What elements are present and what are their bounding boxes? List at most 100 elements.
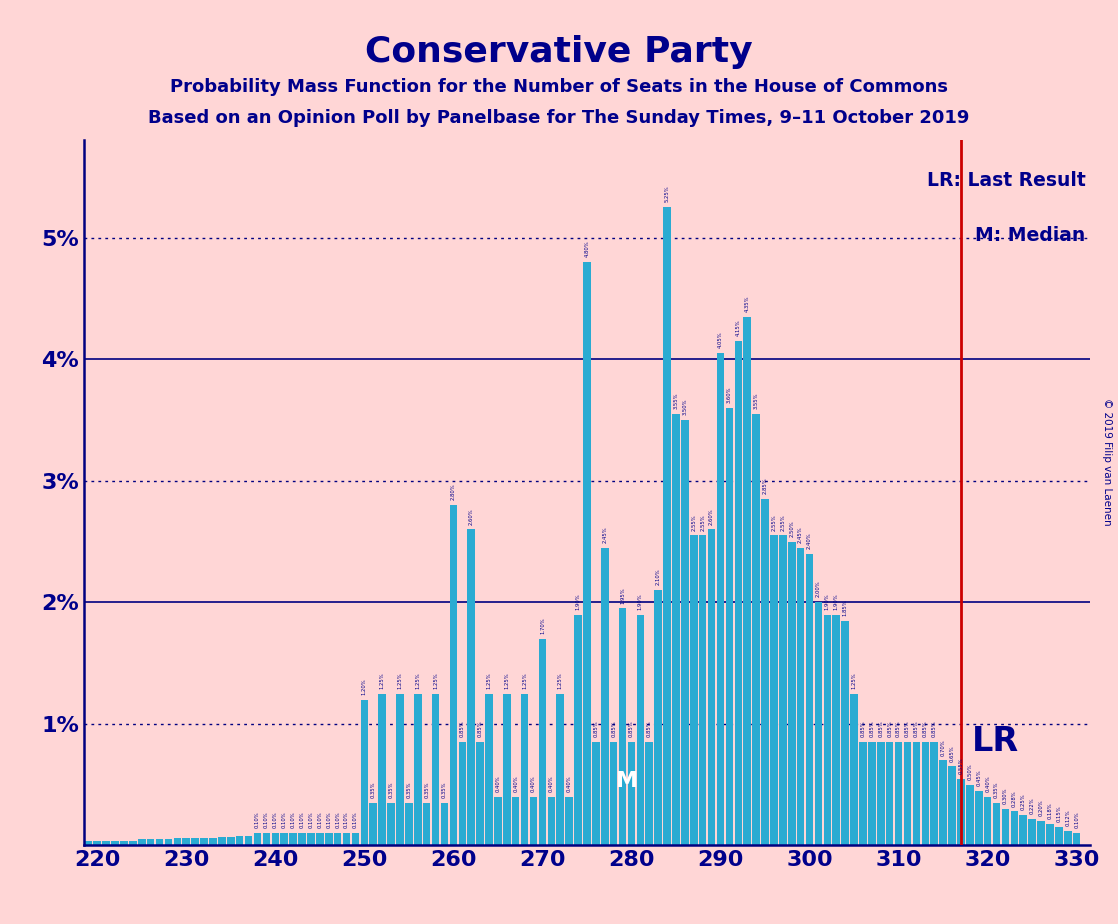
Text: 0.10%: 0.10% — [255, 812, 260, 829]
Bar — [432, 694, 439, 845]
Bar — [610, 742, 617, 845]
Text: M: Median: M: Median — [975, 225, 1086, 245]
Text: 2.55%: 2.55% — [771, 514, 776, 530]
Text: 0.85%: 0.85% — [870, 721, 874, 737]
Bar — [281, 833, 288, 845]
Bar — [797, 548, 805, 845]
Text: 5.25%: 5.25% — [664, 186, 670, 202]
Bar — [396, 694, 404, 845]
Bar — [1011, 811, 1018, 845]
Bar — [557, 694, 563, 845]
Bar — [449, 505, 457, 845]
Text: 0.10%: 0.10% — [273, 812, 277, 829]
Text: 0.45%: 0.45% — [976, 770, 982, 786]
Bar — [975, 791, 983, 845]
Text: 2.55%: 2.55% — [780, 514, 785, 530]
Text: 1.25%: 1.25% — [433, 672, 438, 688]
Bar — [815, 602, 822, 845]
Bar — [111, 841, 119, 845]
Bar — [440, 803, 448, 845]
Bar — [1055, 827, 1063, 845]
Bar — [485, 694, 493, 845]
Bar — [833, 614, 840, 845]
Bar — [290, 833, 297, 845]
Text: 0.10%: 0.10% — [1074, 812, 1079, 829]
Text: 2.60%: 2.60% — [709, 508, 714, 525]
Text: 0.85%: 0.85% — [477, 721, 483, 737]
Text: 0.10%: 0.10% — [318, 812, 322, 829]
Text: 0.70%: 0.70% — [940, 739, 946, 756]
Text: 0.10%: 0.10% — [300, 812, 304, 829]
Text: © 2019 Filip van Laenen: © 2019 Filip van Laenen — [1102, 398, 1111, 526]
Bar — [663, 207, 671, 845]
Text: 0.35%: 0.35% — [406, 782, 411, 798]
Bar — [948, 766, 956, 845]
Bar — [245, 835, 253, 845]
Text: 4.35%: 4.35% — [745, 296, 750, 311]
Text: 0.85%: 0.85% — [897, 721, 901, 737]
Text: 0.10%: 0.10% — [291, 812, 295, 829]
Text: 0.10%: 0.10% — [344, 812, 349, 829]
Bar — [575, 614, 581, 845]
Bar — [227, 837, 235, 845]
Bar — [138, 839, 145, 845]
Text: Probability Mass Function for the Number of Seats in the House of Commons: Probability Mass Function for the Number… — [170, 78, 948, 95]
Text: 0.28%: 0.28% — [1012, 790, 1017, 807]
Text: 0.55%: 0.55% — [958, 757, 964, 773]
Text: 1.90%: 1.90% — [834, 593, 838, 610]
Text: 0.20%: 0.20% — [1039, 799, 1043, 816]
Text: 0.10%: 0.10% — [335, 812, 340, 829]
Bar — [343, 833, 350, 845]
Text: 1.95%: 1.95% — [620, 587, 625, 603]
Text: 1.25%: 1.25% — [415, 672, 420, 688]
Bar — [548, 796, 556, 845]
Bar — [494, 796, 502, 845]
Bar — [1029, 819, 1036, 845]
Bar — [512, 796, 520, 845]
Bar — [912, 742, 920, 845]
Text: 0.40%: 0.40% — [495, 775, 501, 792]
Bar — [842, 621, 849, 845]
Text: 0.85%: 0.85% — [922, 721, 928, 737]
Bar — [627, 742, 635, 845]
Text: Based on an Opinion Poll by Panelbase for The Sunday Times, 9–11 October 2019: Based on an Opinion Poll by Panelbase fo… — [149, 109, 969, 127]
Text: 2.10%: 2.10% — [655, 568, 661, 585]
Bar — [939, 760, 947, 845]
Text: 2.40%: 2.40% — [807, 532, 812, 549]
Text: 0.40%: 0.40% — [567, 775, 571, 792]
Bar — [877, 742, 884, 845]
Bar — [85, 841, 92, 845]
Text: 0.40%: 0.40% — [513, 775, 519, 792]
Bar — [1038, 821, 1045, 845]
Bar — [503, 694, 511, 845]
Text: 1.25%: 1.25% — [398, 672, 402, 688]
Bar — [369, 803, 377, 845]
Bar — [860, 742, 866, 845]
Bar — [173, 838, 181, 845]
Bar — [352, 833, 359, 845]
Bar — [885, 742, 893, 845]
Text: 0.35%: 0.35% — [442, 782, 447, 798]
Bar — [618, 608, 626, 845]
Bar — [993, 803, 1001, 845]
Text: 0.40%: 0.40% — [985, 775, 991, 792]
Bar — [681, 420, 689, 845]
Text: 0.85%: 0.85% — [931, 721, 937, 737]
Bar — [636, 614, 644, 845]
Bar — [930, 742, 938, 845]
Bar — [601, 548, 608, 845]
Text: 0.35%: 0.35% — [424, 782, 429, 798]
Text: 0.10%: 0.10% — [264, 812, 269, 829]
Bar — [743, 317, 751, 845]
Bar — [539, 638, 547, 845]
Bar — [788, 541, 796, 845]
Bar — [726, 407, 733, 845]
Text: 0.85%: 0.85% — [647, 721, 652, 737]
Bar — [770, 536, 778, 845]
Bar — [672, 414, 680, 845]
Bar — [236, 835, 244, 845]
Text: 1.25%: 1.25% — [558, 672, 562, 688]
Bar — [423, 803, 430, 845]
Bar — [94, 841, 101, 845]
Text: 0.85%: 0.85% — [594, 721, 598, 737]
